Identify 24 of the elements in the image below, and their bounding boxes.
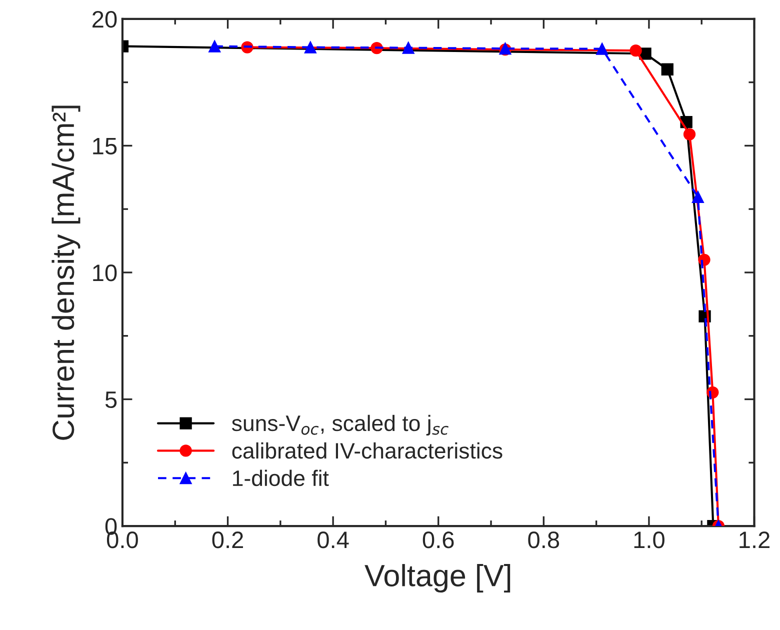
legend-label: 1-diode fit	[233, 470, 329, 486]
point	[402, 42, 414, 54]
legend-label: calibrated IV-characteristics	[232, 442, 502, 459]
legend-label: suns-V$_{oc}$, scaled to j$_{sc}$	[232, 414, 448, 436]
y-tick-label: 10	[93, 264, 117, 282]
point	[661, 63, 674, 76]
point	[683, 128, 696, 140]
x-tick-label: 1.2	[740, 532, 770, 548]
point	[208, 40, 221, 52]
x-tick-label: 0.8	[528, 532, 560, 548]
x-tick-label: 0.6	[422, 532, 454, 548]
point	[692, 190, 704, 203]
x-axis-title: Voltage [V]	[364, 564, 510, 593]
point	[698, 254, 710, 266]
x-tick-label: 1.0	[634, 532, 664, 548]
point	[596, 42, 608, 55]
x-tick-label: 0.4	[318, 532, 349, 548]
point	[304, 41, 316, 54]
x-tick-label: 0.2	[212, 532, 243, 548]
y-tick-label: 20	[92, 10, 117, 28]
point	[630, 44, 642, 57]
y-tick-label: 5	[105, 392, 117, 408]
y-axis-title: Current density [mA/cm²]	[52, 106, 80, 440]
y-tick-label: 15	[93, 138, 117, 154]
